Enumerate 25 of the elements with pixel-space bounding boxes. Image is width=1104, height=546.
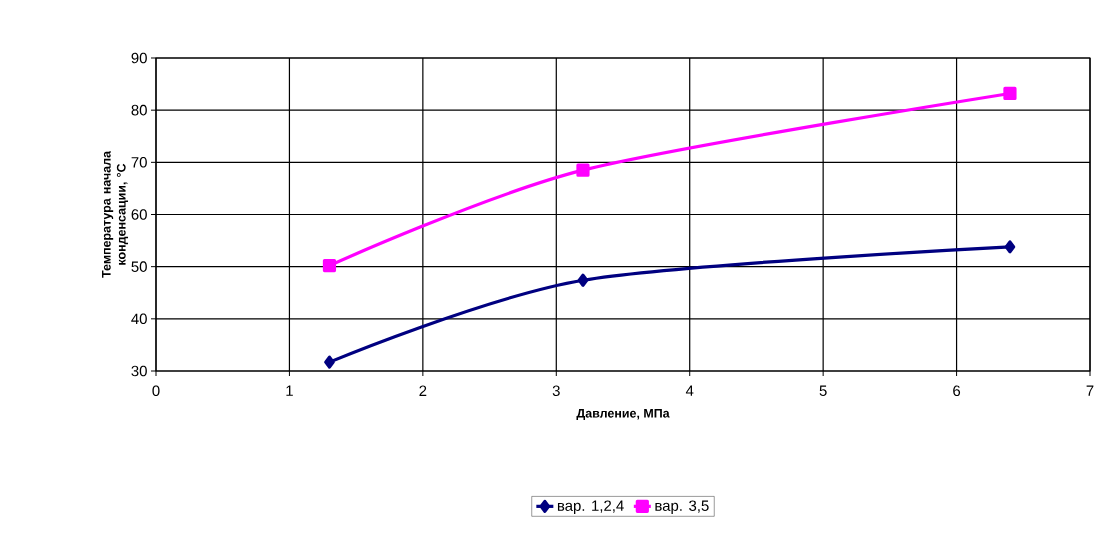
legend-label: вар. 1,2,4 xyxy=(557,500,624,514)
y-tick-label: 60 xyxy=(131,209,147,220)
y-tick-label: 40 xyxy=(131,313,147,325)
x-tick-label: 0 xyxy=(152,385,160,397)
y-axis-title: Температура начала конденсации, °С xyxy=(102,150,129,278)
point xyxy=(577,273,589,287)
x-tick-label: 3 xyxy=(552,385,560,397)
x-axis-title: Давление, МПа xyxy=(576,408,670,420)
point xyxy=(1004,240,1016,254)
y-tick-label: 70 xyxy=(131,157,147,168)
x-tick-label: 4 xyxy=(685,385,694,396)
point xyxy=(322,259,337,273)
x-tick-label: 6 xyxy=(953,385,961,397)
y-tick-label: 50 xyxy=(131,261,147,272)
point xyxy=(1003,86,1017,101)
x-tick-label: 1 xyxy=(286,385,293,396)
y-tick-label: 90 xyxy=(131,52,147,64)
x-tick-label: 5 xyxy=(819,385,827,396)
legend-label: вар. 3,5 xyxy=(655,500,709,514)
point xyxy=(324,355,335,369)
x-tick-label: 7 xyxy=(1086,385,1094,396)
y-tick-label: 80 xyxy=(131,104,147,116)
y-tick-label: 30 xyxy=(131,365,147,377)
x-tick-label: 2 xyxy=(419,385,427,396)
point xyxy=(576,163,590,177)
